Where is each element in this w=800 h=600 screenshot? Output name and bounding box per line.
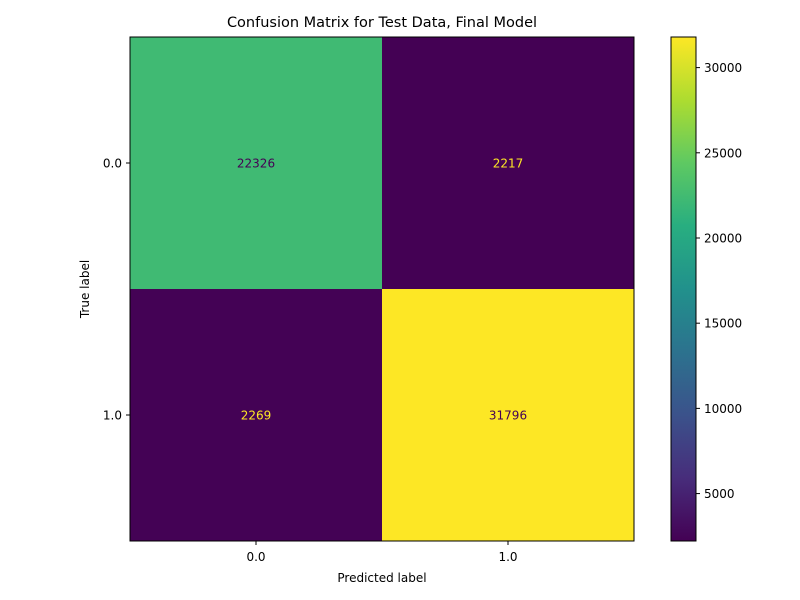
cell-value-label: 31796 bbox=[489, 409, 527, 423]
y-tick-label: 1.0 bbox=[103, 409, 122, 423]
heatmap-cell-r1-c0 bbox=[130, 289, 382, 541]
colorbar bbox=[670, 36, 697, 542]
y-axis-label: True label bbox=[78, 260, 92, 319]
chart-title: Confusion Matrix for Test Data, Final Mo… bbox=[227, 15, 537, 31]
y-axis-ticks: 0.0 1.0 bbox=[103, 157, 130, 423]
colorbar-tick-label: 30000 bbox=[704, 61, 742, 75]
cell-value-label: 2217 bbox=[493, 157, 524, 171]
plot-frame bbox=[129, 36, 635, 542]
heatmap-cell-r1-c1 bbox=[382, 289, 634, 541]
cell-value-label: 22326 bbox=[237, 157, 275, 171]
x-axis-ticks: 0.0 1.0 bbox=[246, 541, 518, 564]
colorbar-tick-label: 20000 bbox=[704, 231, 742, 245]
colorbar-tick-label: 5000 bbox=[704, 487, 735, 501]
colorbar-tick-label: 15000 bbox=[704, 317, 742, 331]
heatmap-cell-r0-c0 bbox=[130, 37, 382, 289]
colorbar-ticks: 5000 10000 15000 20000 25000 30000 bbox=[696, 61, 742, 501]
heatmap-cell-r0-c1 bbox=[382, 37, 634, 289]
x-tick-label: 0.0 bbox=[246, 550, 265, 564]
y-tick-label: 0.0 bbox=[103, 157, 122, 171]
colorbar-tick-label: 25000 bbox=[704, 146, 742, 160]
heatmap-cells bbox=[130, 37, 634, 541]
heatmap-cell-labels: 22326 2217 2269 31796 bbox=[237, 157, 527, 423]
colorbar-tick-label: 10000 bbox=[704, 402, 742, 416]
x-axis-label: Predicted label bbox=[337, 571, 426, 585]
cell-value-label: 2269 bbox=[241, 409, 272, 423]
x-tick-label: 1.0 bbox=[498, 550, 517, 564]
